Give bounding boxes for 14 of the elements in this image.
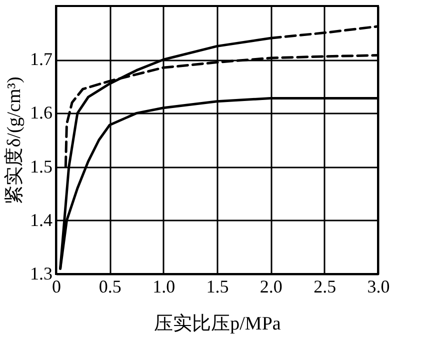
y-tick-label: 1.6 bbox=[30, 102, 52, 123]
y-tick-label: 1.4 bbox=[30, 210, 52, 230]
x-tick-label: 3.0 bbox=[367, 276, 390, 296]
x-tick-label: 2.0 bbox=[260, 276, 282, 296]
x-tick-label: 0 bbox=[52, 276, 61, 296]
y-tick-label: 1.5 bbox=[30, 156, 52, 176]
x-tick-label: 0.5 bbox=[98, 276, 122, 296]
y-tick-label: 1.3 bbox=[30, 264, 52, 284]
x-tick-label: 1.0 bbox=[152, 276, 176, 296]
x-axis-title: 压实比压p/MPa bbox=[154, 312, 282, 334]
x-tick-label: 1.5 bbox=[206, 276, 229, 296]
x-tick-label: 2.5 bbox=[314, 276, 336, 296]
y-tick-label: 1.7 bbox=[30, 49, 52, 70]
y-axis-title: 紧实度δ/(g/cm³) bbox=[3, 76, 25, 204]
